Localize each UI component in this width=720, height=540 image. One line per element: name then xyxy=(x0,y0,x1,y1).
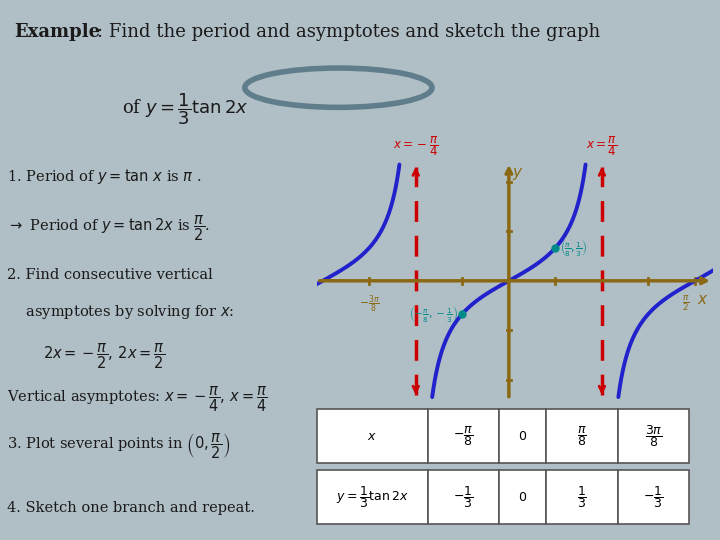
Text: $\frac{\pi}{2}$: $\frac{\pi}{2}$ xyxy=(682,294,690,313)
Bar xyxy=(618,409,689,463)
Text: $\dfrac{3\pi}{8}$: $\dfrac{3\pi}{8}$ xyxy=(644,423,662,449)
Bar xyxy=(428,470,499,524)
Text: $-\frac{3\pi}{8}$: $-\frac{3\pi}{8}$ xyxy=(359,294,379,315)
Bar xyxy=(499,409,546,463)
Bar xyxy=(499,470,546,524)
Text: $0$: $0$ xyxy=(518,430,527,443)
Bar xyxy=(317,470,428,524)
Text: Example: Example xyxy=(14,23,101,40)
Text: $\rightarrow$ Period of $y = \tan 2x$ is $\dfrac{\pi}{2}$.: $\rightarrow$ Period of $y = \tan 2x$ is… xyxy=(7,213,210,243)
Text: $2x = -\dfrac{\pi}{2},\, 2x = \dfrac{\pi}{2}$: $2x = -\dfrac{\pi}{2},\, 2x = \dfrac{\pi… xyxy=(43,342,166,372)
Bar xyxy=(618,470,689,524)
Text: $x = \dfrac{\pi}{4}$: $x = \dfrac{\pi}{4}$ xyxy=(586,134,618,158)
Text: $-\dfrac{\pi}{8}$: $-\dfrac{\pi}{8}$ xyxy=(453,424,474,448)
Text: $y$: $y$ xyxy=(513,166,524,181)
Text: $x$: $x$ xyxy=(697,293,708,307)
Bar xyxy=(546,470,618,524)
Text: 4. Sketch one branch and repeat.: 4. Sketch one branch and repeat. xyxy=(7,501,255,515)
Text: $-\dfrac{1}{3}$: $-\dfrac{1}{3}$ xyxy=(453,484,474,510)
Text: $x$: $x$ xyxy=(367,430,377,443)
Text: $\dfrac{\pi}{8}$: $\dfrac{\pi}{8}$ xyxy=(577,424,587,448)
Text: $\left(\frac{\pi}{8}, \frac{1}{3}\right)$: $\left(\frac{\pi}{8}, \frac{1}{3}\right)… xyxy=(560,238,588,258)
Text: $y=\dfrac{1}{3}\tan 2x$: $y=\dfrac{1}{3}\tan 2x$ xyxy=(336,484,408,510)
Bar xyxy=(546,409,618,463)
Text: $0$: $0$ xyxy=(518,490,527,503)
Text: : Find the period and asymptotes and sketch the graph: : Find the period and asymptotes and ske… xyxy=(97,23,600,40)
Text: 1. Period of $y = \tan\, x$ is $\pi$ .: 1. Period of $y = \tan\, x$ is $\pi$ . xyxy=(7,167,202,186)
Text: Vertical asymptotes: $x = -\dfrac{\pi}{4},\, x = \dfrac{\pi}{4}$: Vertical asymptotes: $x = -\dfrac{\pi}{4… xyxy=(7,384,268,414)
Text: 3. Plot several points in $\left(0, \dfrac{\pi}{2}\right)$: 3. Plot several points in $\left(0, \dfr… xyxy=(7,431,230,461)
Text: $x = -\dfrac{\pi}{4}$: $x = -\dfrac{\pi}{4}$ xyxy=(393,134,438,158)
Text: asymptotes by solving for $x$:: asymptotes by solving for $x$: xyxy=(7,303,235,321)
Text: of $y = \dfrac{1}{3}\tan 2x$: of $y = \dfrac{1}{3}\tan 2x$ xyxy=(122,91,248,127)
Text: 2. Find consecutive vertical: 2. Find consecutive vertical xyxy=(7,268,213,282)
Text: $\left(-\frac{\pi}{8}, -\frac{1}{3}\right)$: $\left(-\frac{\pi}{8}, -\frac{1}{3}\righ… xyxy=(409,304,458,324)
Bar xyxy=(428,409,499,463)
Text: $\dfrac{1}{3}$: $\dfrac{1}{3}$ xyxy=(577,484,587,510)
Bar xyxy=(317,409,428,463)
Text: $-\dfrac{1}{3}$: $-\dfrac{1}{3}$ xyxy=(643,484,664,510)
